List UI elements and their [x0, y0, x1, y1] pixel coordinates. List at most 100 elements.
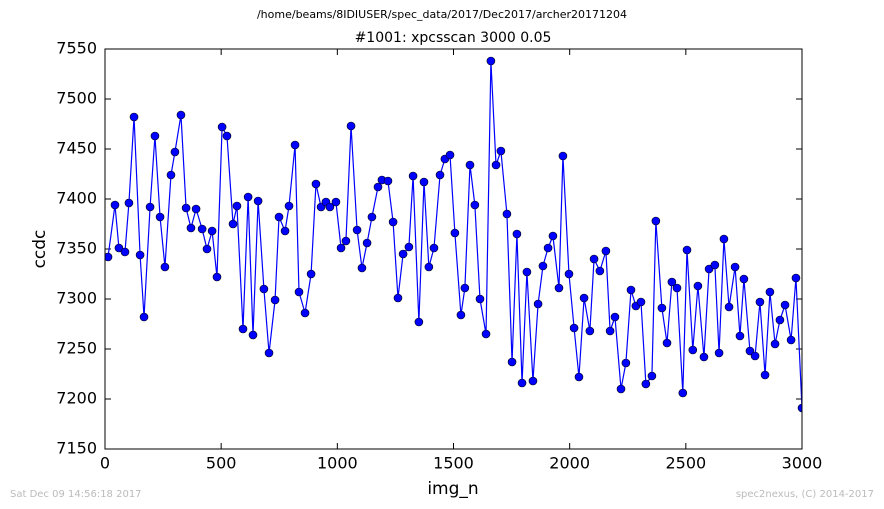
- point: [367, 212, 377, 222]
- point: [775, 315, 785, 325]
- point: [470, 200, 480, 210]
- point: [786, 335, 796, 345]
- x-tick-label: 1000: [317, 454, 358, 473]
- point: [595, 266, 605, 276]
- y-tick-label: 7250: [56, 339, 97, 358]
- point: [166, 170, 176, 180]
- point: [558, 151, 568, 161]
- y-tick-label: 7400: [56, 189, 97, 208]
- point: [419, 177, 429, 187]
- point: [621, 358, 631, 368]
- point: [554, 283, 564, 293]
- point: [491, 160, 501, 170]
- point: [797, 403, 802, 413]
- point: [176, 110, 186, 120]
- point: [641, 379, 651, 389]
- point: [331, 197, 341, 207]
- point: [222, 131, 232, 141]
- point: [460, 283, 470, 293]
- point: [393, 293, 403, 303]
- point: [212, 272, 222, 282]
- point: [647, 371, 657, 381]
- point: [341, 236, 351, 246]
- point: [388, 217, 398, 227]
- point: [408, 171, 418, 181]
- point: [739, 274, 749, 284]
- point: [114, 243, 124, 253]
- point: [139, 312, 149, 322]
- point: [710, 260, 720, 270]
- point: [517, 378, 527, 388]
- point: [424, 262, 434, 272]
- point: [207, 226, 217, 236]
- point: [124, 198, 134, 208]
- suptitle: /home/beams/8IDIUSER/spec_data/2017/Dec2…: [257, 8, 627, 21]
- x-tick-label: 500: [206, 454, 237, 473]
- point: [232, 201, 242, 211]
- point: [616, 384, 626, 394]
- point: [481, 329, 491, 339]
- point: [512, 229, 522, 239]
- point: [657, 303, 667, 313]
- point: [274, 212, 284, 222]
- point: [290, 140, 300, 150]
- x-axis-label: img_n: [427, 479, 478, 499]
- point: [352, 225, 362, 235]
- point: [548, 231, 558, 241]
- point: [306, 269, 316, 279]
- point: [585, 326, 595, 336]
- point: [300, 308, 310, 318]
- point: [373, 182, 383, 192]
- point: [197, 224, 207, 234]
- point: [678, 388, 688, 398]
- x-tick-label: 2000: [549, 454, 590, 473]
- point: [636, 297, 646, 307]
- x-tick-label: 0: [100, 454, 110, 473]
- point: [155, 212, 165, 222]
- point: [110, 200, 120, 210]
- point: [533, 299, 543, 309]
- point: [135, 250, 145, 260]
- footer-left: Sat Dec 09 14:56:18 2017: [10, 489, 142, 500]
- point: [502, 209, 512, 219]
- point: [693, 281, 703, 291]
- point: [129, 112, 139, 122]
- point: [543, 243, 553, 253]
- point: [522, 267, 532, 277]
- point: [465, 160, 475, 170]
- point: [264, 348, 274, 358]
- x-tick-label: 2500: [665, 454, 706, 473]
- point: [682, 245, 692, 255]
- plot-frame: [104, 48, 803, 450]
- point: [605, 326, 615, 336]
- point: [699, 352, 709, 362]
- point: [579, 293, 589, 303]
- chart-title: #1001: xpcsscan 3000 0.05: [355, 30, 552, 46]
- point: [528, 376, 538, 386]
- point: [145, 202, 155, 212]
- point: [270, 295, 280, 305]
- point: [294, 287, 304, 297]
- point: [456, 310, 466, 320]
- point: [414, 317, 424, 327]
- point: [564, 269, 574, 279]
- point: [186, 223, 196, 233]
- point: [170, 147, 180, 157]
- point: [651, 216, 661, 226]
- point: [730, 262, 740, 272]
- point: [601, 246, 611, 256]
- point: [217, 122, 227, 132]
- point: [429, 243, 439, 253]
- y-tick-label: 7500: [56, 89, 97, 108]
- point: [435, 170, 445, 180]
- point: [181, 203, 191, 213]
- point: [280, 226, 290, 236]
- y-tick-label: 7350: [56, 239, 97, 258]
- point: [383, 176, 393, 186]
- point: [719, 234, 729, 244]
- point: [770, 339, 780, 349]
- point: [228, 219, 238, 229]
- point: [538, 261, 548, 271]
